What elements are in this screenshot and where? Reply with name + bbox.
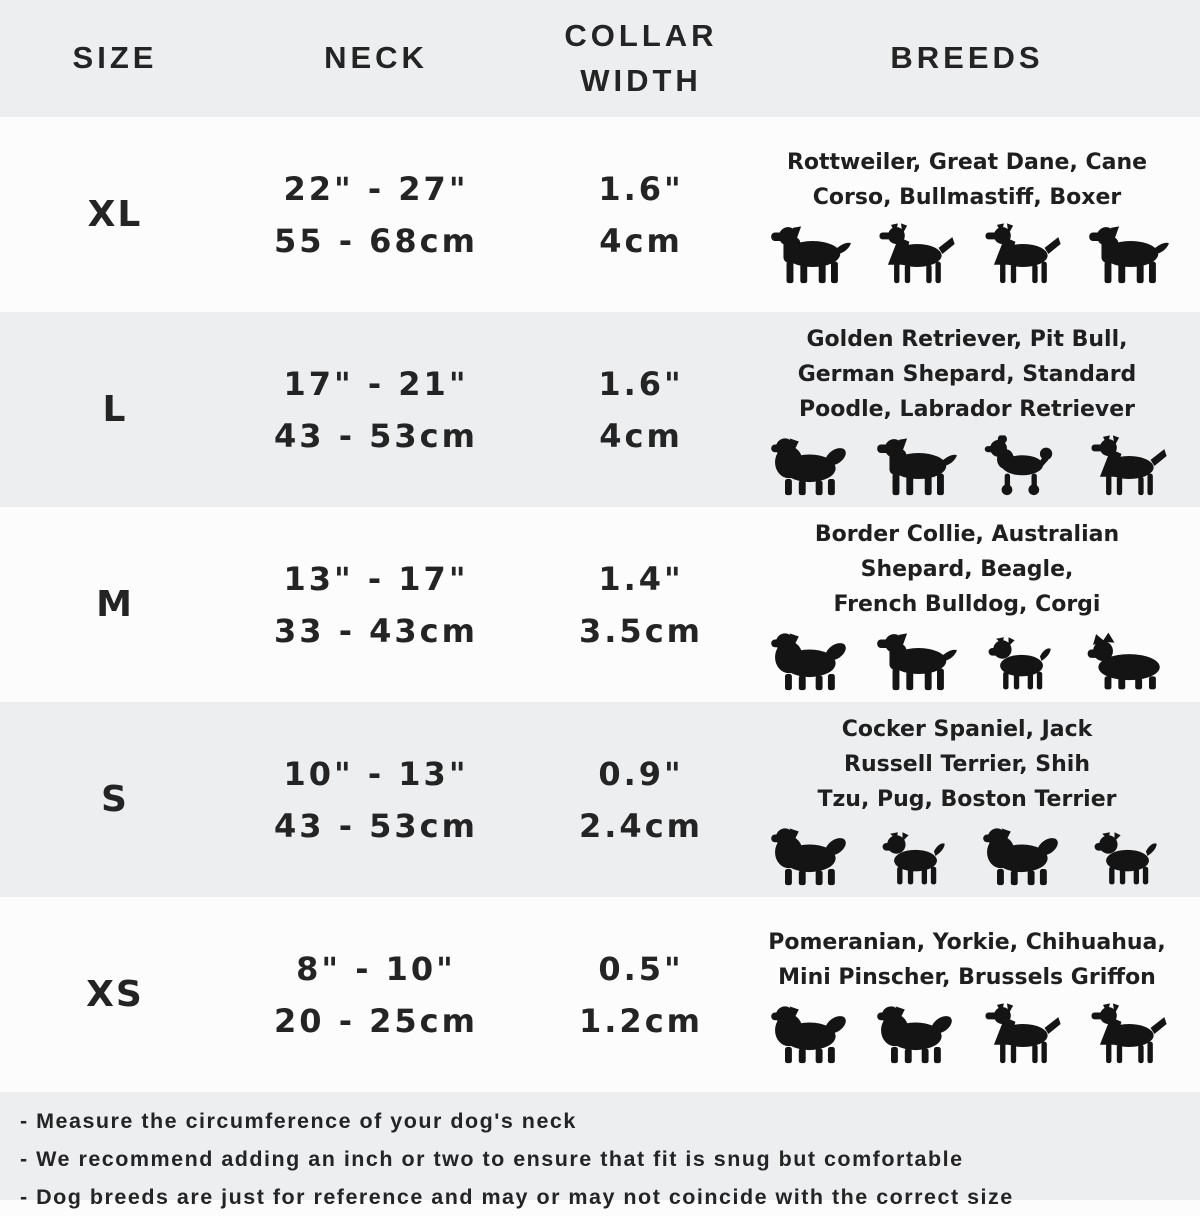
collar-width-measurement: 1.4" 3.5cm: [522, 553, 760, 657]
beagle-icon: [868, 630, 960, 692]
breeds-cell: Border Collie, Australian Shepard, Beagl…: [760, 517, 1200, 692]
table-row-xs: XS 8" - 10" 20 - 25cm 0.5" 1.2cm Pomeran…: [0, 897, 1200, 1092]
width-cm: 3.5cm: [579, 611, 703, 650]
footer-notes: - Measure the circumference of your dog'…: [0, 1092, 1200, 1209]
great-dane-icon: [868, 223, 960, 285]
neck-measurement: 22" - 27" 55 - 68cm: [230, 163, 522, 267]
rottweiler-icon: [762, 223, 854, 285]
width-cm: 4cm: [599, 221, 683, 260]
breed-icons: [762, 1003, 1172, 1065]
neck-cm: 43 - 53cm: [274, 416, 478, 455]
neck-measurement: 10" - 13" 43 - 53cm: [230, 748, 522, 852]
table-row-m: M 13" - 17" 33 - 43cm 1.4" 3.5cm Border …: [0, 507, 1200, 702]
neck-measurement: 8" - 10" 20 - 25cm: [230, 943, 522, 1047]
breed-names: Pomeranian, Yorkie, Chihuahua, Mini Pins…: [768, 929, 1166, 990]
neck-inches: 10" - 13": [283, 754, 469, 793]
neck-inches: 8" - 10": [296, 949, 456, 988]
breeds-cell: Rottweiler, Great Dane, Cane Corso, Bull…: [760, 145, 1200, 285]
labrador-retriever-icon: [868, 435, 960, 497]
australian-shepherd-icon: [762, 630, 854, 692]
width-inches: 1.4": [598, 559, 684, 598]
cane-corso-icon: [974, 223, 1066, 285]
table-header-row: SIZE NECK COLLAR WIDTH BREEDS: [0, 0, 1200, 117]
french-bulldog-icon: [974, 630, 1066, 692]
breeds-cell: Cocker Spaniel, Jack Russell Terrier, Sh…: [760, 712, 1200, 887]
breed-names: Border Collie, Australian Shepard, Beagl…: [814, 522, 1120, 617]
shih-tzu-icon: [974, 825, 1066, 887]
table-row-s: S 10" - 13" 43 - 53cm 0.9" 2.4cm Cocker …: [0, 702, 1200, 897]
pomeranian-icon: [762, 1003, 854, 1065]
collar-width-measurement: 1.6" 4cm: [522, 163, 760, 267]
breeds-cell: Golden Retriever, Pit Bull, German Shepa…: [760, 322, 1200, 497]
collar-width-measurement: 0.5" 1.2cm: [522, 943, 760, 1047]
collar-width-measurement: 0.9" 2.4cm: [522, 748, 760, 852]
width-inches: 1.6": [598, 364, 684, 403]
neck-measurement: 13" - 17" 33 - 43cm: [230, 553, 522, 657]
width-cm: 4cm: [599, 416, 683, 455]
collar-width-measurement: 1.6" 4cm: [522, 358, 760, 462]
size-label: M: [96, 584, 134, 625]
size-label: XS: [86, 974, 144, 1015]
chihuahua-icon: [974, 1003, 1066, 1065]
breed-icons: [762, 223, 1172, 285]
neck-inches: 13" - 17": [283, 559, 469, 598]
breeds-cell: Pomeranian, Yorkie, Chihuahua, Mini Pins…: [760, 925, 1200, 1065]
table-row-l: L 17" - 21" 43 - 53cm 1.6" 4cm Golden Re…: [0, 312, 1200, 507]
neck-measurement: 17" - 21" 43 - 53cm: [230, 358, 522, 462]
breed-names: Cocker Spaniel, Jack Russell Terrier, Sh…: [817, 717, 1117, 812]
header-collar-width: COLLAR WIDTH: [564, 17, 718, 98]
miniature-pinscher-icon: [1080, 1003, 1172, 1065]
jack-russell-terrier-icon: [868, 825, 960, 887]
note-reference: - Dog breeds are just for reference and …: [20, 1185, 1014, 1209]
yorkie-icon: [868, 1003, 960, 1065]
width-cm: 1.2cm: [579, 1001, 703, 1040]
cocker-spaniel-icon: [762, 825, 854, 887]
breed-icons: [762, 435, 1172, 497]
breed-icons: [762, 630, 1172, 692]
corgi-icon: [1080, 630, 1172, 692]
header-breeds: BREEDS: [890, 40, 1044, 76]
width-inches: 1.6": [598, 169, 684, 208]
note-recommend: - We recommend adding an inch or two to …: [20, 1147, 964, 1171]
table-row-xl: XL 22" - 27" 55 - 68cm 1.6" 4cm Rottweil…: [0, 117, 1200, 312]
bullmastiff-icon: [1080, 223, 1172, 285]
breed-icons: [762, 825, 1172, 887]
golden-retriever-icon: [762, 435, 854, 497]
size-label: L: [102, 389, 128, 430]
width-inches: 0.5": [598, 949, 684, 988]
pug-icon: [1080, 825, 1172, 887]
size-label: S: [101, 779, 129, 820]
neck-inches: 17" - 21": [283, 364, 469, 403]
neck-inches: 22" - 27": [283, 169, 469, 208]
poodle-icon: [974, 435, 1066, 497]
note-measure: - Measure the circumference of your dog'…: [20, 1109, 577, 1133]
breed-names: Rottweiler, Great Dane, Cane Corso, Bull…: [786, 149, 1148, 210]
header-size: SIZE: [72, 40, 158, 76]
german-shepherd-icon: [1080, 435, 1172, 497]
width-cm: 2.4cm: [579, 806, 703, 845]
width-inches: 0.9": [598, 754, 684, 793]
neck-cm: 55 - 68cm: [274, 221, 478, 260]
neck-cm: 33 - 43cm: [274, 611, 478, 650]
breed-names: Golden Retriever, Pit Bull, German Shepa…: [797, 327, 1137, 422]
neck-cm: 20 - 25cm: [274, 1001, 478, 1040]
size-label: XL: [87, 194, 143, 235]
neck-cm: 43 - 53cm: [274, 806, 478, 845]
header-neck: NECK: [324, 40, 428, 76]
